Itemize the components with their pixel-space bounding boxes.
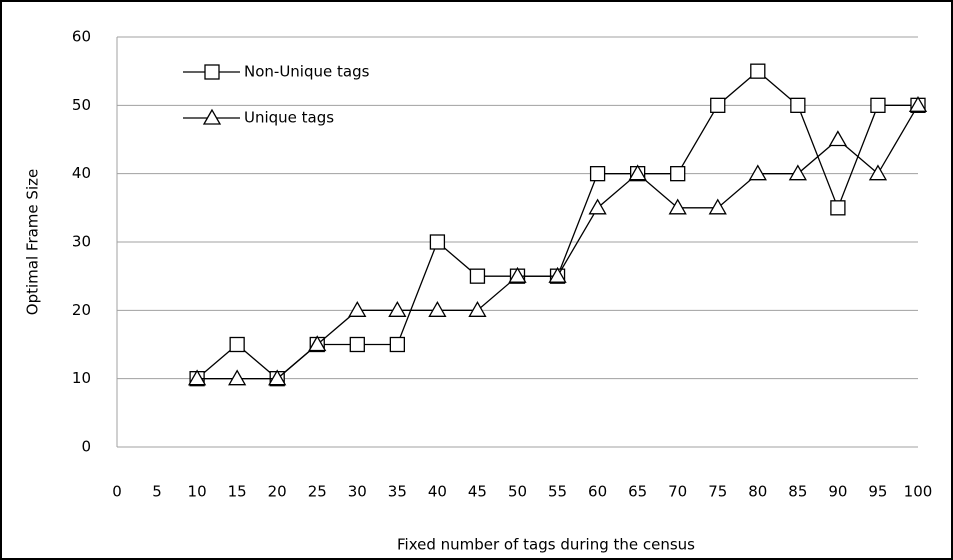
marker-square bbox=[469, 268, 486, 284]
x-tick-label: 15 bbox=[228, 483, 247, 501]
marker-square bbox=[229, 336, 245, 353]
x-tick-label: 100 bbox=[904, 483, 933, 501]
x-tick-label: 80 bbox=[748, 483, 767, 501]
x-tick-label: 90 bbox=[828, 483, 847, 501]
marker-square bbox=[870, 97, 886, 113]
y-axis-title: Optimal Frame Size bbox=[24, 169, 42, 315]
y-tick-label: 30 bbox=[72, 233, 91, 251]
marker-triangle bbox=[788, 164, 807, 181]
x-tick-label: 75 bbox=[708, 483, 727, 501]
marker-triangle bbox=[668, 198, 687, 215]
x-tick-label: 50 bbox=[508, 483, 527, 501]
y-tick-label: 20 bbox=[72, 301, 91, 319]
x-tick-label: 95 bbox=[868, 483, 887, 501]
marker-triangle bbox=[468, 301, 487, 317]
y-tick-label: 40 bbox=[72, 164, 91, 182]
x-tick-label: 85 bbox=[788, 483, 807, 501]
x-tick-label: 70 bbox=[668, 483, 687, 501]
marker-square bbox=[589, 166, 606, 182]
marker-square bbox=[429, 234, 446, 250]
y-tick-label: 0 bbox=[81, 438, 91, 456]
marker-square bbox=[670, 166, 686, 182]
marker-triangle bbox=[548, 266, 567, 283]
x-tick-label: 25 bbox=[308, 483, 327, 501]
marker-triangle bbox=[268, 369, 287, 386]
marker-triangle bbox=[708, 198, 727, 215]
marker-triangle bbox=[508, 266, 527, 283]
marker-square bbox=[710, 97, 726, 113]
marker-triangle bbox=[308, 335, 327, 352]
x-tick-label: 40 bbox=[428, 483, 447, 501]
marker-square bbox=[204, 64, 220, 80]
marker-triangle bbox=[908, 96, 928, 112]
marker-square bbox=[389, 336, 406, 353]
marker-triangle bbox=[187, 369, 207, 386]
x-tick-label: 45 bbox=[468, 483, 487, 501]
marker-triangle bbox=[748, 164, 767, 181]
legend-label: Unique tags bbox=[244, 109, 334, 127]
marker-triangle bbox=[348, 301, 367, 317]
marker-square bbox=[349, 336, 365, 353]
marker-triangle bbox=[588, 198, 607, 215]
x-tick-label: 10 bbox=[188, 483, 207, 501]
x-tick-label: 65 bbox=[628, 483, 647, 501]
x-tick-label: 5 bbox=[152, 483, 162, 501]
marker-square bbox=[830, 200, 846, 216]
y-tick-label: 50 bbox=[72, 96, 91, 114]
x-tick-label: 60 bbox=[588, 483, 607, 501]
marker-triangle bbox=[228, 369, 247, 386]
marker-triangle bbox=[388, 301, 407, 317]
x-tick-label: 20 bbox=[268, 483, 287, 501]
marker-triangle bbox=[202, 108, 222, 125]
marker-square bbox=[750, 63, 766, 79]
marker-triangle bbox=[828, 130, 848, 147]
marker-square bbox=[790, 97, 806, 113]
y-tick-label: 10 bbox=[72, 369, 91, 387]
x-axis-title: Fixed number of tags during the census bbox=[397, 536, 695, 554]
marker-triangle bbox=[868, 164, 888, 181]
marker-triangle bbox=[628, 164, 647, 181]
marker-triangle bbox=[428, 301, 447, 317]
x-tick-label: 35 bbox=[388, 483, 407, 501]
x-tick-label: 55 bbox=[548, 483, 567, 501]
legend-label: Non-Unique tags bbox=[244, 63, 370, 81]
x-tick-label: 30 bbox=[348, 483, 367, 501]
x-tick-label: 0 bbox=[112, 483, 122, 501]
y-tick-label: 60 bbox=[72, 28, 91, 46]
